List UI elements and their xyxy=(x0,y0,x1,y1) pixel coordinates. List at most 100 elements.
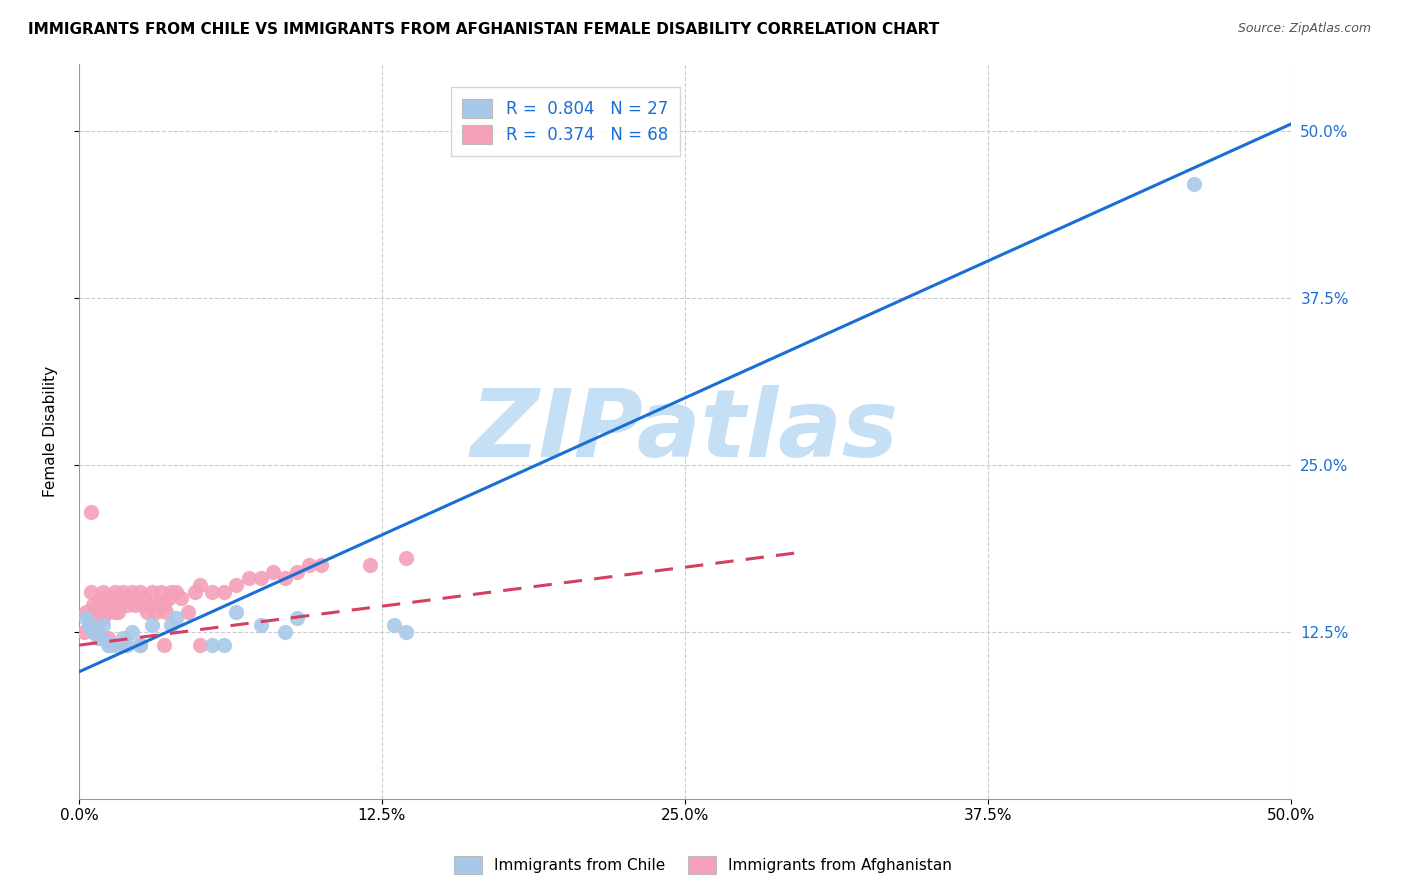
Point xyxy=(214,638,236,652)
Point xyxy=(184,584,207,599)
Point xyxy=(91,611,114,625)
Point xyxy=(90,632,112,646)
Point xyxy=(87,632,110,646)
Point xyxy=(170,591,193,606)
Point xyxy=(104,584,127,599)
Point xyxy=(101,591,124,606)
Legend: Immigrants from Chile, Immigrants from Afghanistan: Immigrants from Chile, Immigrants from A… xyxy=(449,850,957,880)
Point xyxy=(124,598,146,612)
Point xyxy=(80,504,103,518)
Point xyxy=(274,624,297,639)
Point xyxy=(91,584,114,599)
Point xyxy=(87,611,110,625)
Point xyxy=(111,638,134,652)
Point xyxy=(152,638,174,652)
Point xyxy=(114,591,136,606)
Point xyxy=(121,584,143,599)
Point xyxy=(298,558,321,572)
Point xyxy=(100,598,122,612)
Point xyxy=(225,578,247,592)
Point xyxy=(201,638,224,652)
Point xyxy=(90,605,112,619)
Point xyxy=(141,618,163,632)
Point xyxy=(84,624,107,639)
Point xyxy=(118,591,141,606)
Point xyxy=(145,605,167,619)
Point xyxy=(127,591,149,606)
Point xyxy=(1182,178,1205,192)
Point xyxy=(135,605,157,619)
Point xyxy=(77,611,100,625)
Point xyxy=(165,611,187,625)
Point xyxy=(311,558,333,572)
Point xyxy=(104,605,127,619)
Point xyxy=(82,611,104,625)
Point xyxy=(111,632,134,646)
Point xyxy=(117,638,139,652)
Text: IMMIGRANTS FROM CHILE VS IMMIGRANTS FROM AFGHANISTAN FEMALE DISABILITY CORRELATI: IMMIGRANTS FROM CHILE VS IMMIGRANTS FROM… xyxy=(28,22,939,37)
Point xyxy=(97,632,120,646)
Point xyxy=(128,638,150,652)
Point xyxy=(165,584,187,599)
Y-axis label: Female Disability: Female Disability xyxy=(44,366,58,497)
Point xyxy=(138,598,160,612)
Point xyxy=(150,584,173,599)
Point xyxy=(382,618,405,632)
Point xyxy=(225,605,247,619)
Point xyxy=(82,598,104,612)
Point xyxy=(111,584,134,599)
Point xyxy=(395,624,418,639)
Point xyxy=(262,565,284,579)
Point xyxy=(80,584,103,599)
Point xyxy=(84,605,107,619)
Point xyxy=(214,584,236,599)
Point xyxy=(97,605,120,619)
Point xyxy=(121,624,143,639)
Point xyxy=(249,571,271,585)
Point xyxy=(82,624,104,639)
Legend: R =  0.804   N = 27, R =  0.374   N = 68: R = 0.804 N = 27, R = 0.374 N = 68 xyxy=(451,87,679,155)
Point xyxy=(108,598,131,612)
Point xyxy=(84,618,107,632)
Point xyxy=(238,571,260,585)
Point xyxy=(188,578,211,592)
Point xyxy=(80,618,103,632)
Point xyxy=(100,638,122,652)
Point xyxy=(73,624,96,639)
Point xyxy=(285,611,308,625)
Point xyxy=(177,605,200,619)
Point xyxy=(148,598,170,612)
Point xyxy=(141,584,163,599)
Point xyxy=(285,565,308,579)
Point xyxy=(160,584,183,599)
Point xyxy=(90,591,112,606)
Point xyxy=(104,638,127,652)
Point xyxy=(143,598,166,612)
Point xyxy=(274,571,297,585)
Point xyxy=(152,598,174,612)
Text: ZIPatlas: ZIPatlas xyxy=(471,385,898,477)
Point xyxy=(75,611,97,625)
Point xyxy=(75,605,97,619)
Point xyxy=(97,638,120,652)
Point xyxy=(157,591,180,606)
Point xyxy=(107,605,129,619)
Point xyxy=(94,598,117,612)
Point xyxy=(155,605,177,619)
Point xyxy=(128,584,150,599)
Point xyxy=(201,584,224,599)
Point xyxy=(134,591,156,606)
Point xyxy=(117,598,139,612)
Point xyxy=(188,638,211,652)
Text: Source: ZipAtlas.com: Source: ZipAtlas.com xyxy=(1237,22,1371,36)
Point xyxy=(87,624,110,639)
Point xyxy=(395,551,418,566)
Point xyxy=(131,598,153,612)
Point xyxy=(80,618,103,632)
Point xyxy=(249,618,271,632)
Point xyxy=(359,558,381,572)
Point xyxy=(160,618,183,632)
Point xyxy=(91,618,114,632)
Point xyxy=(87,598,110,612)
Point xyxy=(77,618,100,632)
